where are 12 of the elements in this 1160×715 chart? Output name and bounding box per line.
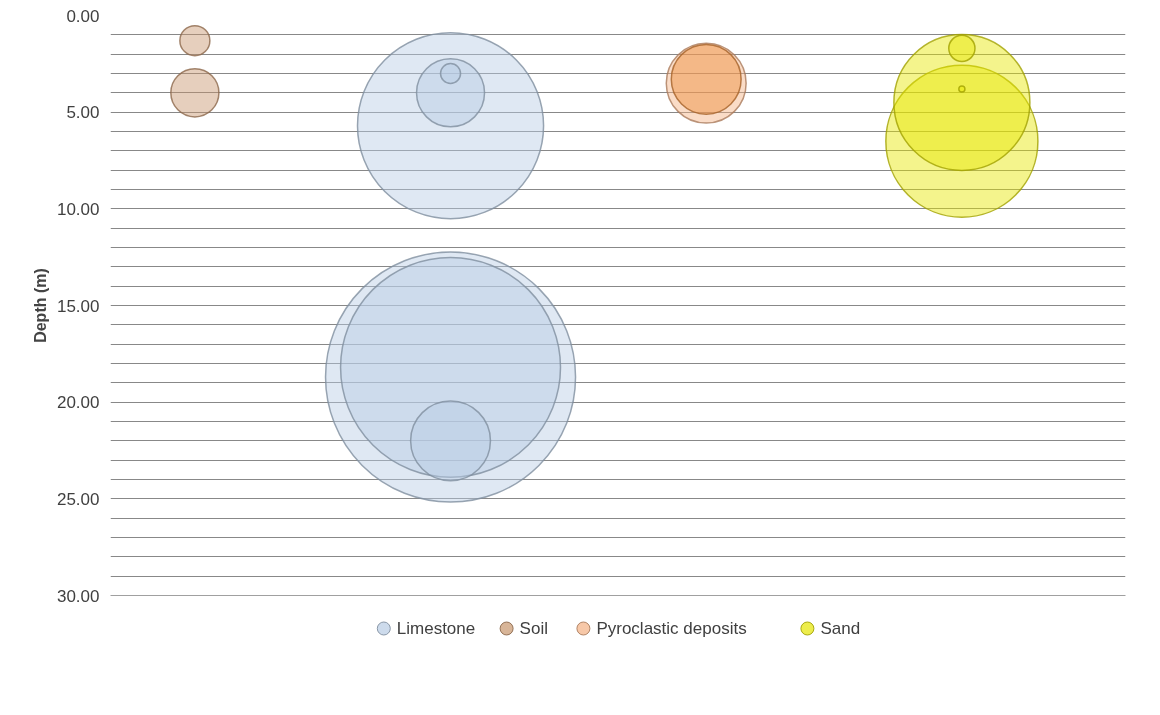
legend-label: Limestone [396,619,476,638]
legend-label: Soil [519,619,548,638]
y-tick-label: 30.00 [56,586,100,606]
y-tick-label: 5.00 [66,103,100,123]
legend-label: Pyroclastic deposits [596,619,747,638]
y-tick-label: 0.00 [66,6,100,26]
y-tick-label: 15.00 [56,296,100,316]
y-tick-label: 25.00 [56,489,100,509]
y-tick-label: 10.00 [56,199,100,219]
legend-label: Sand [820,619,861,638]
y-tick-label: 20.00 [56,393,100,413]
y-axis-title: Depth (m) [31,268,49,343]
